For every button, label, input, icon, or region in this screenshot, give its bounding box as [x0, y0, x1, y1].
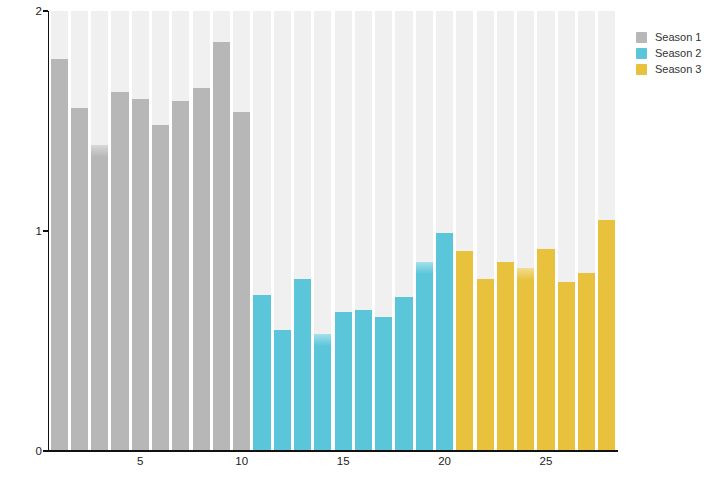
legend-swatch-season-2 — [636, 48, 647, 59]
legend: Season 1 Season 2 Season 3 — [636, 32, 701, 80]
bar-x25 — [537, 249, 554, 451]
bar-x5 — [132, 99, 149, 451]
y-tick-label: 0 — [16, 445, 42, 457]
bar-x17 — [375, 317, 392, 451]
bar-x20 — [436, 233, 453, 451]
legend-label: Season 2 — [655, 48, 701, 59]
y-tick-mark — [43, 10, 48, 12]
bar-x7 — [172, 101, 189, 451]
bar-chart: 0 1 2 5 10 15 20 25 Season 1 Season 2 Season 3 — [0, 0, 717, 500]
x-tick-label: 10 — [222, 455, 262, 467]
legend-item: Season 1 — [636, 32, 701, 43]
legend-label: Season 1 — [655, 32, 701, 43]
x-tick-label: 5 — [120, 455, 160, 467]
bar-x19 — [416, 262, 433, 451]
legend-item: Season 2 — [636, 48, 701, 59]
x-tick-label: 20 — [425, 455, 465, 467]
bar-x1 — [51, 59, 68, 451]
legend-swatch-season-3 — [636, 64, 647, 75]
bar-x21 — [456, 251, 473, 451]
bar-x18 — [395, 297, 412, 451]
y-tick-mark — [43, 450, 48, 452]
y-tick-mark — [43, 230, 48, 232]
y-tick-label: 2 — [16, 5, 42, 17]
y-tick-label: 1 — [16, 225, 42, 237]
x-tick-label: 25 — [526, 455, 566, 467]
legend-label: Season 3 — [655, 64, 701, 75]
bar-x6 — [152, 125, 169, 451]
plot-area — [49, 11, 617, 451]
bar-x22 — [477, 279, 494, 451]
bar-x28 — [598, 220, 615, 451]
bar-x13 — [294, 279, 311, 451]
x-tick-label: 15 — [323, 455, 363, 467]
bar-x8 — [193, 88, 210, 451]
bar-x26 — [558, 282, 575, 451]
bar-x11 — [253, 295, 270, 451]
bar-x14 — [314, 334, 331, 451]
bar-x24 — [517, 268, 534, 451]
y-axis-line — [48, 11, 50, 452]
x-axis-line — [49, 450, 618, 452]
legend-item: Season 3 — [636, 64, 701, 75]
bar-x27 — [578, 273, 595, 451]
bar-x16 — [355, 310, 372, 451]
bar-x23 — [497, 262, 514, 451]
bar-x10 — [233, 112, 250, 451]
bar-x15 — [335, 312, 352, 451]
bar-x2 — [71, 108, 88, 451]
legend-swatch-season-1 — [636, 32, 647, 43]
bar-x3 — [91, 145, 108, 451]
bar-x9 — [213, 42, 230, 451]
bar-x4 — [111, 92, 128, 451]
bar-x12 — [274, 330, 291, 451]
